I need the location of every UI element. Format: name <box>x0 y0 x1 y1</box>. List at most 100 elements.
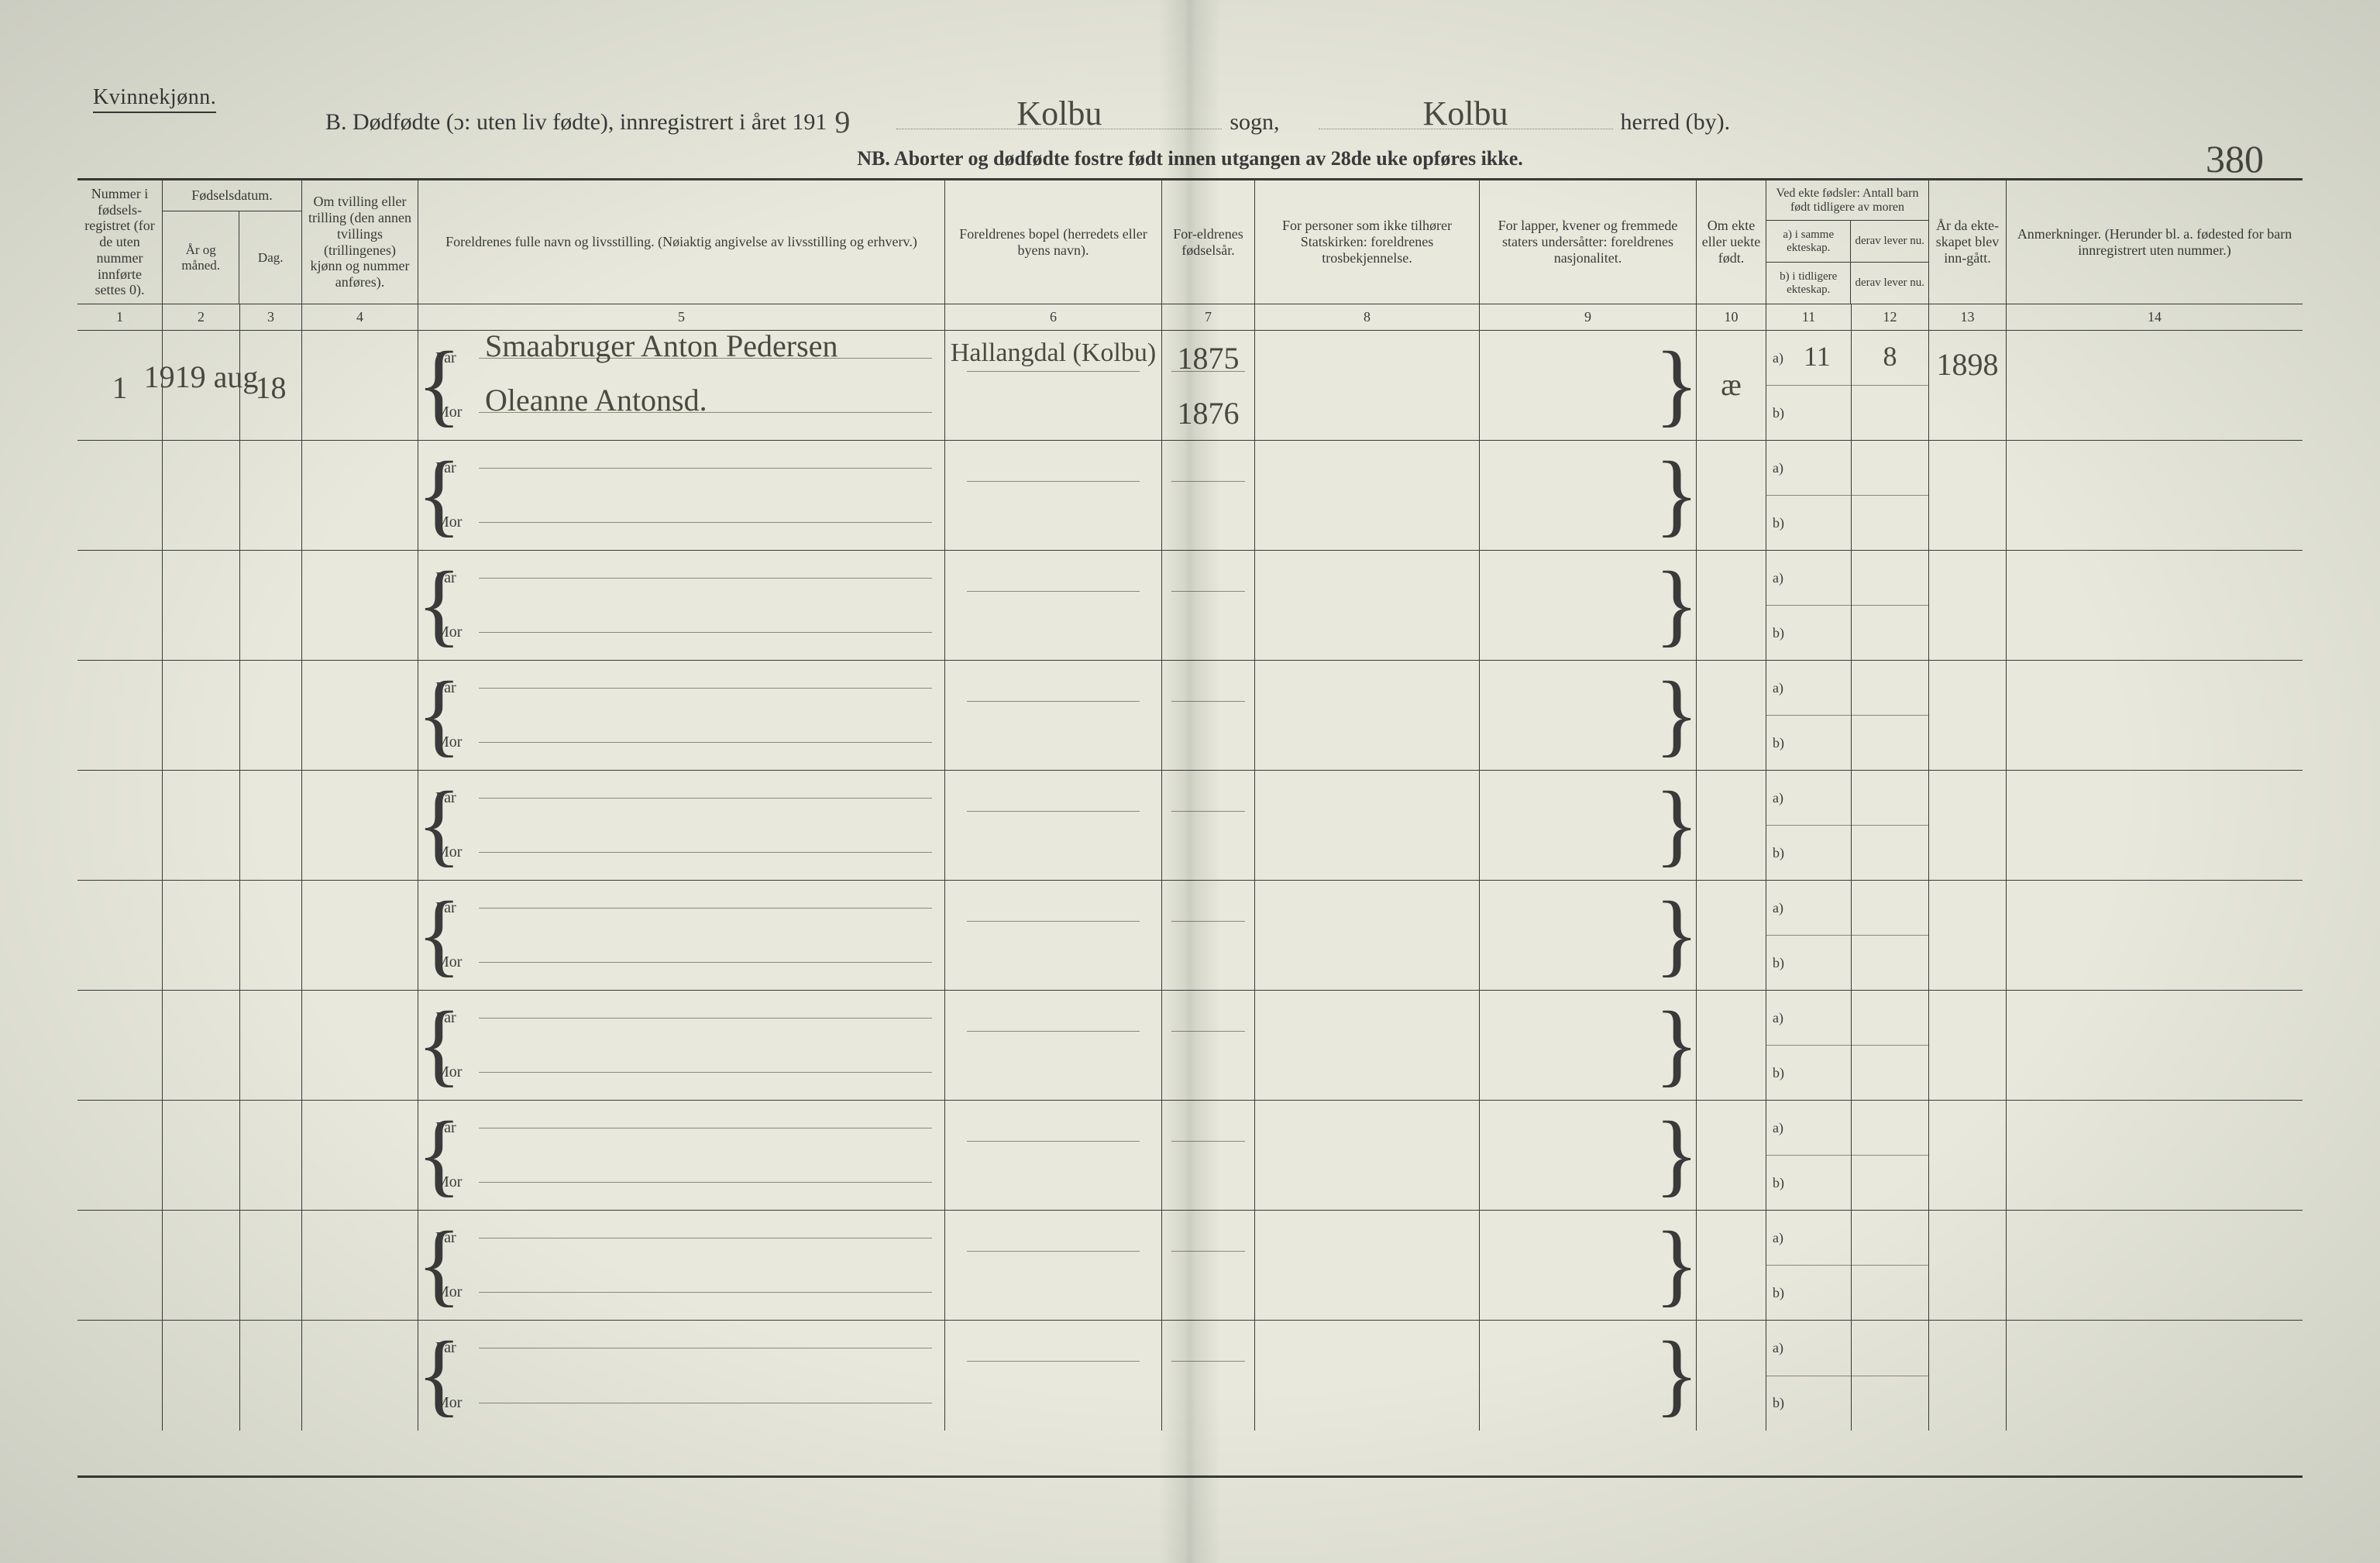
mor-label: Mor <box>435 623 479 641</box>
cell <box>1162 551 1255 660</box>
brace-icon: } <box>1654 674 1699 753</box>
cell: } <box>1480 661 1697 770</box>
th-8: For personer som ikke tilhører Statskirk… <box>1255 180 1480 304</box>
label-a: a) <box>1773 1120 1783 1136</box>
th-14: Anmerkninger. (Herunder bl. a. fødested … <box>2007 180 2303 304</box>
cell <box>77 1211 163 1320</box>
mor-line: Mor <box>418 606 944 661</box>
title-prefix: B. Dødfødte (ɔ: uten liv fødte), innregi… <box>325 109 827 136</box>
table-row: { Far Mor } a) b) <box>77 771 2303 881</box>
cell <box>2007 331 2303 440</box>
far-line: Far <box>418 771 944 826</box>
table-header: Nummer i fødsels-registret (for de uten … <box>77 180 2303 304</box>
cell <box>1852 1211 1929 1320</box>
th-2: År og måned. <box>163 211 239 304</box>
far-line: Far <box>418 1321 944 1376</box>
brace-icon: } <box>1654 454 1699 533</box>
cell <box>1697 1321 1766 1431</box>
cell <box>240 991 302 1100</box>
cell: } <box>1480 991 1697 1100</box>
cell <box>1852 881 1929 990</box>
cell <box>1162 441 1255 550</box>
far-label: Far <box>435 789 479 807</box>
herred-field: Kolbu <box>1319 108 1613 129</box>
cell <box>1162 991 1255 1100</box>
far-mor: Far Mor <box>418 991 944 1100</box>
register-page: Kvinnekjønn. B. Dødfødte (ɔ: uten liv fø… <box>0 0 2380 1563</box>
far-mor: Far Mor <box>418 881 944 990</box>
th-1: Nummer i fødsels-registret (for de uten … <box>77 180 163 304</box>
far-rule <box>479 798 932 799</box>
cell: } <box>1480 331 1697 440</box>
th-7: For-eldrenes fødselsår. <box>1162 180 1255 304</box>
cell <box>1929 771 2007 880</box>
far-label: Far <box>435 1009 479 1027</box>
th-10: Om ekte eller uekte født. <box>1697 180 1766 304</box>
cell <box>2007 551 2303 660</box>
herred-label: herred (by). <box>1621 109 1731 136</box>
cell <box>77 1321 163 1431</box>
table-row: { Far Mor } a) b) <box>77 551 2303 661</box>
cell <box>302 1211 418 1320</box>
cell: { Far Mor <box>418 1211 945 1320</box>
table-row: { Far Mor } a) b) <box>77 1321 2303 1431</box>
mor-line: Mor <box>418 496 944 551</box>
cell <box>2007 1211 2303 1320</box>
cell <box>77 661 163 770</box>
cell: { Far Mor <box>418 441 945 550</box>
far-mor: Far Mor <box>418 441 944 550</box>
cell <box>1255 441 1480 550</box>
th-11a: a) i samme ekteskap. <box>1766 221 1851 262</box>
far-mor: Far Mor <box>418 1321 944 1431</box>
cn-14: 14 <box>2007 304 2303 330</box>
cell: a) b) <box>1766 1101 1852 1210</box>
cell: 1898 <box>1929 331 2007 440</box>
th-12b: derav lever nu. <box>1851 263 1928 304</box>
cell <box>945 441 1162 550</box>
brace-icon: } <box>1654 344 1699 423</box>
label-a: a) <box>1773 1340 1783 1356</box>
cn-9: 9 <box>1480 304 1697 330</box>
cell <box>1697 661 1766 770</box>
cell <box>302 441 418 550</box>
cn-8: 8 <box>1255 304 1480 330</box>
gender-label: Kvinnekjønn. <box>93 85 216 113</box>
cell: a) b) <box>1766 551 1852 660</box>
cell <box>1929 551 2007 660</box>
mor-label: Mor <box>435 404 479 421</box>
cn-6: 6 <box>945 304 1162 330</box>
sogn-value: Kolbu <box>1016 94 1102 133</box>
far-rule <box>479 688 932 689</box>
cell <box>1929 661 2007 770</box>
cell <box>1162 661 1255 770</box>
cell <box>302 661 418 770</box>
cell <box>1162 1321 1255 1431</box>
far-label: Far <box>435 899 479 917</box>
th-13: År da ekte-skapet blev inn-gått. <box>1929 180 2007 304</box>
cell: a) b) <box>1766 991 1852 1100</box>
hand-value: æ <box>1721 366 1742 403</box>
cell: { Far Mor <box>418 991 945 1100</box>
brace-icon: } <box>1654 1224 1699 1303</box>
cell <box>1852 1321 1929 1431</box>
cell: a) b) <box>1766 661 1852 770</box>
far-label: Far <box>435 569 479 587</box>
mor-line: Mor <box>418 1266 944 1321</box>
th-6: Foreldrenes bopel (herredets eller byens… <box>945 180 1162 304</box>
cell <box>240 1101 302 1210</box>
cell <box>1929 991 2007 1100</box>
cell <box>1255 1211 1480 1320</box>
table-row: { Far Mor } a) b) <box>77 661 2303 771</box>
cell: { Far Mor <box>418 881 945 990</box>
cell <box>2007 771 2303 880</box>
cell <box>77 881 163 990</box>
label-b: b) <box>1773 955 1784 971</box>
cell <box>2007 441 2303 550</box>
cell <box>2007 991 2303 1100</box>
cn-3: 3 <box>240 304 302 330</box>
label-a: a) <box>1773 350 1783 366</box>
cell <box>1255 1101 1480 1210</box>
mor-label: Mor <box>435 1063 479 1081</box>
fodselsaar-mor: 1876 <box>1178 395 1240 431</box>
far-line: Far <box>418 661 944 716</box>
